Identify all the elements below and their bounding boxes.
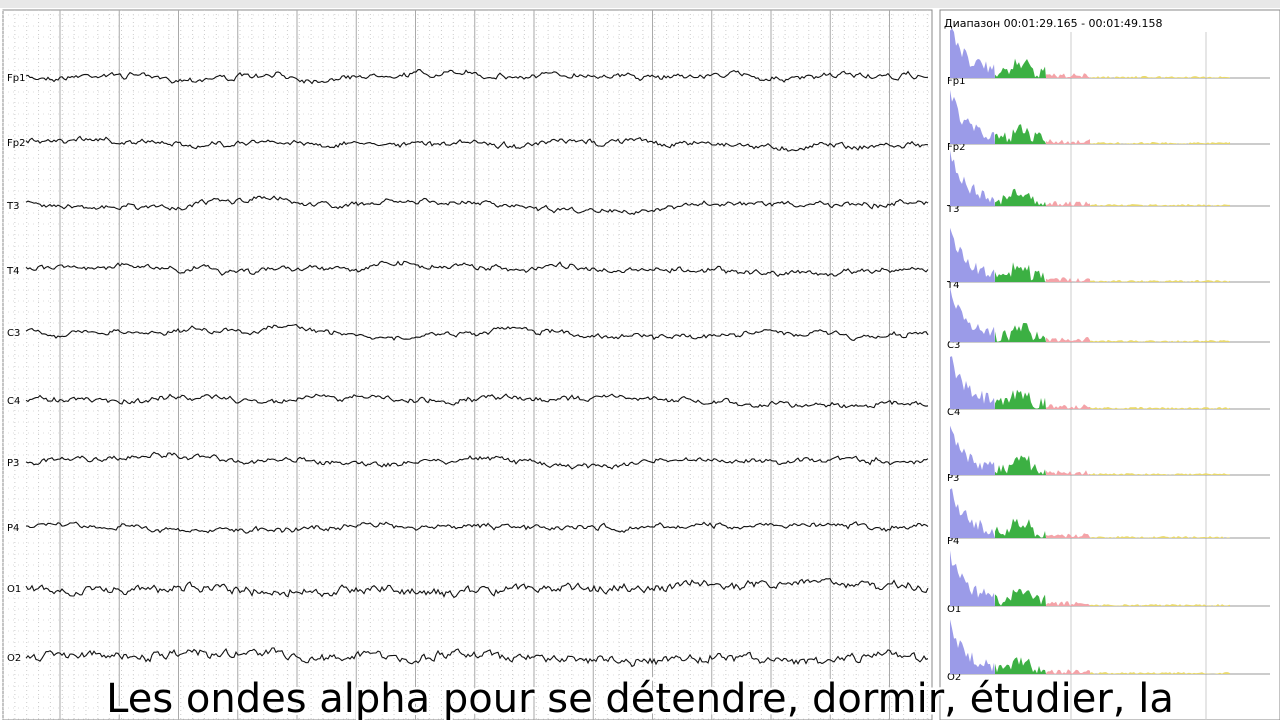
spectrum-band [950,619,995,674]
spectrum-band [950,28,995,78]
channel-label: Fp2 [7,138,25,149]
top-bar [0,0,1280,8]
channel-label: O2 [7,653,21,664]
eeg-wave [25,647,929,668]
spectrum-label: Fp1 [947,76,965,87]
spectrum-band [995,455,1046,475]
spectrum-band [995,588,1046,606]
eeg-wave [25,195,929,216]
spectrum-band [1046,669,1090,674]
spectrum-panel [939,9,1280,720]
spectrum-band [1090,142,1230,144]
spectrum-band [1090,473,1230,475]
channel-label: C3 [7,328,20,339]
spectrum-band [1046,470,1090,475]
eeg-panel [2,9,933,720]
spectrum-band [1090,76,1230,78]
spectrum-band [950,227,995,282]
spectrum-band [1046,277,1090,282]
spectrum-band [995,323,1046,342]
spectrum-label: Fp2 [947,142,965,153]
eeg-wave [25,577,929,599]
spectrum-band [950,425,995,475]
eeg-wave [25,521,929,534]
spectrum-band [1046,73,1090,78]
eeg-wave [25,260,929,277]
spectrum-band [1046,139,1090,144]
eeg-wave [25,323,929,341]
spectrum-band [1090,407,1230,409]
spectrum-band [950,356,995,409]
spectrum-label: P3 [947,473,959,484]
channel-label: C4 [7,396,20,407]
eeg-wave [25,69,929,85]
eeg-wave [25,393,929,409]
spectrum-band [1090,340,1230,342]
channel-label: O1 [7,584,21,595]
spectrum-band [995,188,1046,206]
spectrum-band [950,89,995,144]
channel-label: Fp1 [7,73,25,84]
eeg-wave [25,451,929,470]
spectrum-band [1090,604,1230,606]
channel-label: T4 [6,266,19,277]
spectrum-label: T3 [946,204,959,215]
caption: Les ondes alpha pour se détendre, dormir… [106,676,1174,720]
spectrum-band [1046,404,1090,409]
channel-label: P4 [7,523,19,534]
spectrum-label: T4 [946,280,959,291]
spectrum-label: O1 [947,604,961,615]
spectrum-band [1046,601,1090,606]
spectrum-band [1090,204,1230,206]
spectrum-band [950,488,995,538]
spectrum-band [1090,280,1230,282]
range-label: Диапазон 00:01:29.165 - 00:01:49.158 [944,17,1162,30]
spectra: Fp1 Fp2 T3 T4 C3 C4 P3 P4 O1 O2 [946,28,1270,720]
spectrum-band [995,58,1046,78]
spectrum-band [995,124,1046,144]
spectrum-band [1090,672,1230,674]
spectrum-label: O2 [947,672,961,683]
spectrum-label: C4 [947,407,960,418]
spectrum-band [950,550,995,606]
eeg-wave [25,135,929,152]
spectrum-band [950,286,995,342]
spectrum-band [1046,337,1090,342]
spectrum-band [995,657,1046,674]
spectrum-band [995,262,1046,282]
eeg-waves: Fp1 Fp2 T3 T4 C3 C4 P3 P4 O1 O2 [6,69,929,668]
spectrum-label: C3 [947,340,960,351]
channel-label: T3 [6,201,19,212]
spectrum-band [1046,201,1090,206]
spectrum-band [1090,536,1230,538]
spectrum-band [950,150,995,206]
eeg-grid [2,10,932,720]
spectrum-label: P4 [947,536,959,547]
channel-label: P3 [7,458,19,469]
spectrum-band [995,518,1046,538]
spectrum-band [1046,533,1090,538]
spectrum-band [995,389,1046,409]
